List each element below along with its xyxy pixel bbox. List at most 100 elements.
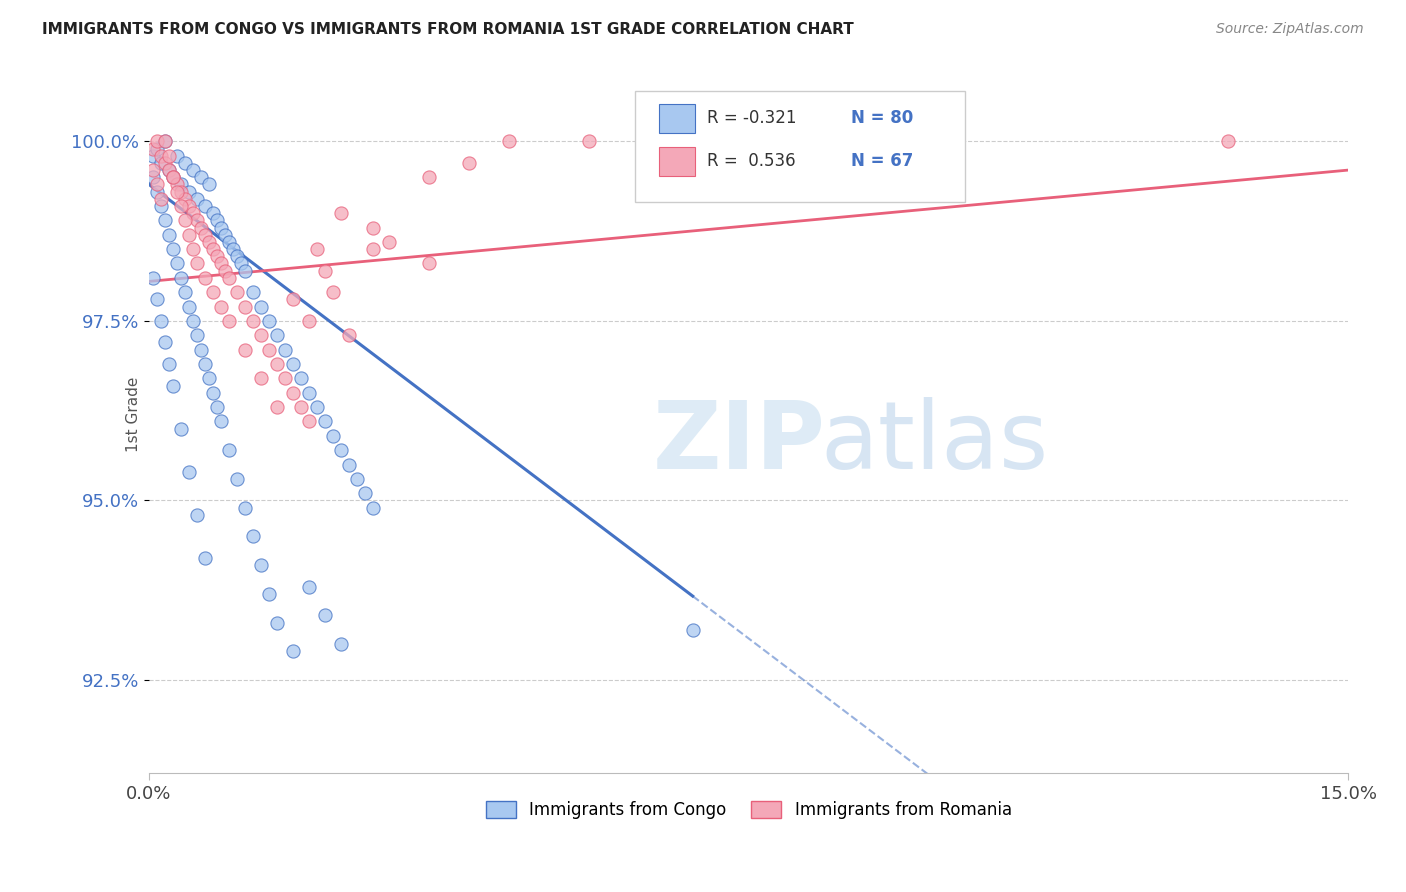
Point xyxy=(257,587,280,601)
Point xyxy=(329,206,352,220)
Point xyxy=(346,472,368,486)
Point xyxy=(146,178,169,192)
Legend: Immigrants from Congo, Immigrants from Romania: Immigrants from Congo, Immigrants from R… xyxy=(479,795,1018,826)
Point xyxy=(181,206,204,220)
Point xyxy=(298,580,321,594)
Y-axis label: 1st Grade: 1st Grade xyxy=(125,376,141,452)
Point xyxy=(298,414,321,428)
Point xyxy=(322,285,344,300)
Point xyxy=(337,458,360,472)
Point xyxy=(177,227,200,242)
Point xyxy=(281,293,304,307)
Point xyxy=(361,220,384,235)
Point xyxy=(201,206,224,220)
Point xyxy=(274,371,297,385)
Point xyxy=(157,227,180,242)
Point xyxy=(250,371,273,385)
Point xyxy=(177,465,200,479)
Point xyxy=(186,328,208,343)
Point xyxy=(198,235,221,249)
Point xyxy=(682,623,704,637)
Point xyxy=(162,242,184,256)
Point xyxy=(281,385,304,400)
Point xyxy=(281,357,304,371)
Text: R = -0.321: R = -0.321 xyxy=(707,110,796,128)
Point xyxy=(354,486,377,500)
Point xyxy=(250,558,273,573)
Text: Source: ZipAtlas.com: Source: ZipAtlas.com xyxy=(1216,22,1364,37)
Point xyxy=(209,300,232,314)
Point xyxy=(337,328,360,343)
Point xyxy=(226,472,249,486)
Point xyxy=(1218,134,1240,148)
Point xyxy=(209,414,232,428)
Point xyxy=(174,192,197,206)
Point xyxy=(209,220,232,235)
Point xyxy=(170,185,193,199)
Point xyxy=(162,378,184,392)
Point xyxy=(250,300,273,314)
Point xyxy=(498,134,520,148)
Text: IMMIGRANTS FROM CONGO VS IMMIGRANTS FROM ROMANIA 1ST GRADE CORRELATION CHART: IMMIGRANTS FROM CONGO VS IMMIGRANTS FROM… xyxy=(42,22,853,37)
Point xyxy=(166,178,188,192)
Point xyxy=(201,285,224,300)
Point xyxy=(170,422,193,436)
Point xyxy=(162,170,184,185)
Text: N = 67: N = 67 xyxy=(851,153,912,170)
Point xyxy=(149,199,172,213)
Point xyxy=(266,615,288,630)
Point xyxy=(186,213,208,227)
Point xyxy=(257,314,280,328)
Point xyxy=(198,371,221,385)
Point xyxy=(266,328,288,343)
Point xyxy=(266,357,288,371)
Point xyxy=(190,343,212,357)
Point xyxy=(194,199,217,213)
Point xyxy=(218,443,240,458)
Point xyxy=(290,400,312,414)
Point xyxy=(233,500,256,515)
FancyBboxPatch shape xyxy=(659,104,695,133)
Point xyxy=(194,270,217,285)
Point xyxy=(305,400,328,414)
Point xyxy=(146,185,169,199)
Point xyxy=(142,141,165,155)
Point xyxy=(149,192,172,206)
Point xyxy=(186,192,208,206)
Point xyxy=(229,256,252,270)
Point xyxy=(149,149,172,163)
Point xyxy=(242,314,264,328)
Text: R =  0.536: R = 0.536 xyxy=(707,153,796,170)
Point xyxy=(174,156,197,170)
Point xyxy=(177,300,200,314)
Point xyxy=(222,242,245,256)
Point xyxy=(190,220,212,235)
Point xyxy=(177,185,200,199)
Point xyxy=(361,242,384,256)
Point xyxy=(205,400,228,414)
Point xyxy=(226,249,249,263)
Point xyxy=(218,270,240,285)
Point xyxy=(329,443,352,458)
Point xyxy=(298,314,321,328)
Point xyxy=(170,178,193,192)
Point xyxy=(205,249,228,263)
Point xyxy=(242,285,264,300)
Point xyxy=(266,400,288,414)
Point xyxy=(457,156,479,170)
Point xyxy=(738,134,761,148)
Point xyxy=(149,314,172,328)
Point xyxy=(153,335,176,350)
Point xyxy=(274,343,297,357)
Point xyxy=(153,134,176,148)
Point xyxy=(201,385,224,400)
Point xyxy=(166,185,188,199)
Point xyxy=(153,213,176,227)
Point xyxy=(218,314,240,328)
Point xyxy=(418,170,440,185)
Point xyxy=(298,385,321,400)
Point xyxy=(418,256,440,270)
Point xyxy=(305,242,328,256)
Point xyxy=(162,170,184,185)
Point xyxy=(322,429,344,443)
